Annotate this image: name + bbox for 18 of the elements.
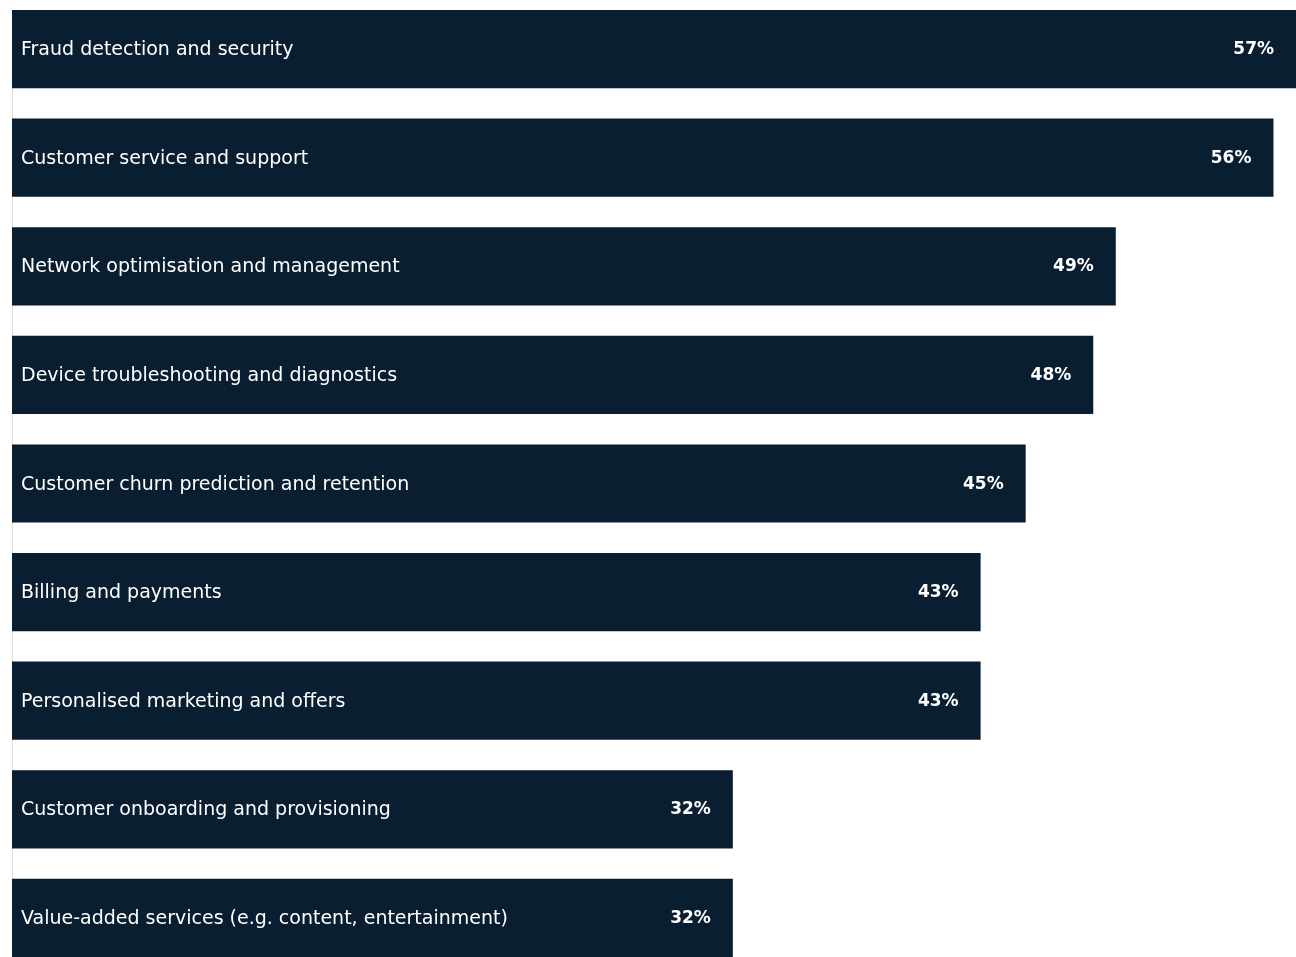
data-label: 57% [1233,38,1274,59]
y-tick-label: Customer service and support [21,145,309,168]
y-tick-label: Customer onboarding and provisioning [21,797,391,820]
y-tick-label: Network optimisation and management [21,254,400,277]
data-label: 32% [670,906,711,927]
data-label: 49% [1053,255,1094,276]
y-tick-label: Customer churn prediction and retention [21,471,410,494]
data-label: 48% [1030,363,1072,384]
y-tick-label: Fraud detection and security [21,37,294,60]
y-tick-label: Personalised marketing and offers [21,688,346,711]
y-tick-label: Value-added services (e.g. content, entertainment) [21,905,508,928]
y-tick-label: Billing and payments [21,580,222,603]
data-label: 45% [962,472,1004,493]
data-label: 43% [917,581,959,602]
data-label: 56% [1210,146,1252,167]
data-label: 32% [670,798,711,819]
y-tick-label: Device troubleshooting and diagnostics [21,362,398,385]
data-label: 43% [917,689,959,710]
